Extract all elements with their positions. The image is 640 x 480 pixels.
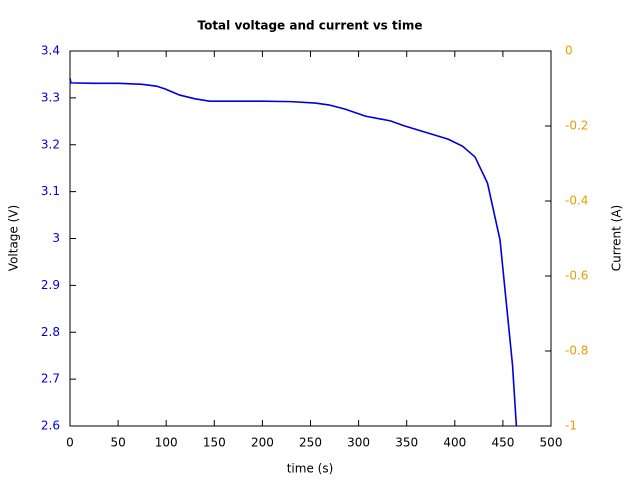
x-tick-label: 450 <box>491 436 514 450</box>
y-tick-label: 3.4 <box>41 44 60 58</box>
x-tick-label: 100 <box>155 436 178 450</box>
x-tick-label: 150 <box>203 436 226 450</box>
x-tick-label: 350 <box>395 436 418 450</box>
y2-axis-label: Current (A) <box>610 205 624 271</box>
y-tick-label: 3.2 <box>41 137 60 151</box>
x-tick-label: 300 <box>347 436 370 450</box>
x-tick-label: 500 <box>540 436 563 450</box>
chart-title: Total voltage and current vs time <box>197 19 422 33</box>
y2-tick-label: 0 <box>565 44 573 58</box>
x-tick-label: 0 <box>66 436 74 450</box>
y-tick-label: 3.3 <box>41 90 60 104</box>
y2-tick-label: -0.2 <box>565 119 588 133</box>
y-tick-label: 2.9 <box>41 278 60 292</box>
x-axis-label: time (s) <box>287 462 334 476</box>
x-tick-label: 250 <box>299 436 322 450</box>
y-tick-label: 3 <box>52 231 60 245</box>
y2-tick-label: -0.6 <box>565 269 588 283</box>
y2-tick-label: -1 <box>565 419 577 433</box>
y-tick-label: 3.1 <box>41 184 60 198</box>
y-tick-label: 2.8 <box>41 325 60 339</box>
line-series <box>69 78 518 427</box>
y-tick-label: 2.7 <box>41 372 60 386</box>
x-tick-label: 50 <box>110 436 125 450</box>
y-tick-label: 2.6 <box>41 419 60 433</box>
y2-tick-label: -0.8 <box>565 344 588 358</box>
x-tick-label: 200 <box>251 436 274 450</box>
plot-frame <box>69 50 552 427</box>
y2-tick-label: -0.4 <box>565 194 588 208</box>
y-axis-label: Voltage (V) <box>7 205 21 271</box>
x-tick-label: 400 <box>443 436 466 450</box>
